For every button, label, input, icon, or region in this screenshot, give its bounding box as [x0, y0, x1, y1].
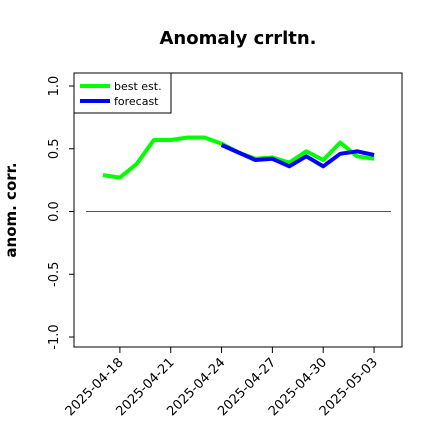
y-axis: -1.0 -0.5 0.0 0.5 1.0 [47, 76, 74, 350]
y-tick-label: 1.0 [47, 76, 62, 97]
legend: best est. forecast [73, 72, 172, 114]
y-tick-label: -1.0 [47, 324, 62, 349]
x-axis: 2025-04-182025-04-212025-04-242025-04-27… [63, 347, 381, 419]
series-line-forecast [220, 143, 375, 169]
legend-label-forecast: forecast [114, 95, 159, 108]
legend-box [73, 72, 172, 114]
y-tick-label: -0.5 [47, 262, 62, 287]
y-axis-label: anom. corr. [2, 162, 20, 257]
y-tick-label: 0.0 [47, 201, 62, 222]
chart-title: Anomaly crrltn. [159, 28, 316, 49]
series-layer [102, 135, 375, 180]
legend-label-best-est: best est. [114, 80, 162, 93]
y-tick-label: 0.5 [47, 138, 62, 159]
plot-frame [73, 72, 403, 348]
